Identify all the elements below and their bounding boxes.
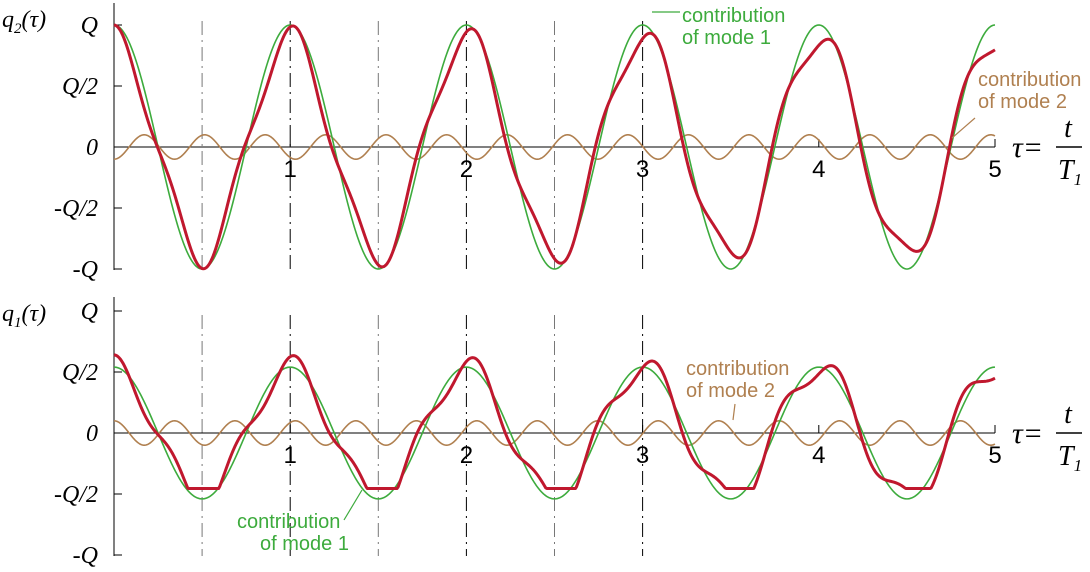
series-total	[113, 353, 996, 491]
y-tick-label: -Q	[73, 543, 98, 569]
annotation-text: contribution	[237, 511, 340, 533]
x-axis-label-den: T1	[1058, 155, 1082, 189]
series-mode1	[113, 366, 996, 500]
y-tick-label: Q	[81, 299, 98, 325]
y-axis-label: q2(τ)	[2, 7, 46, 37]
annotation-text: of mode 2	[978, 91, 1067, 113]
series-mode2	[113, 420, 996, 446]
annotation-text: of mode 2	[686, 380, 775, 402]
x-tick-label: 2	[460, 156, 473, 183]
annotation-leader	[343, 489, 363, 521]
x-tick-label: 3	[636, 156, 649, 183]
x-axis-label-lhs: τ=	[1012, 417, 1043, 450]
y-tick-label: -Q	[73, 257, 98, 283]
x-axis-label-num: t	[1064, 113, 1073, 144]
x-axis-label-lhs: τ=	[1012, 131, 1043, 164]
annotation-text: contribution	[686, 358, 789, 380]
x-tick-label: 1	[284, 442, 297, 469]
annotation-text: contribution	[978, 69, 1081, 91]
panel-q1: QQ/20-Q/2-Q1 2 3 4 5q1(τ)τ=tT1contributionof…	[2, 297, 1082, 569]
y-tick-label: -Q/2	[54, 482, 98, 508]
annotation-text: of mode 1	[682, 27, 771, 49]
series-total	[113, 23, 996, 271]
x-tick-label: 4	[812, 156, 825, 183]
annotation-text: contribution	[682, 5, 785, 27]
y-tick-label: Q/2	[62, 360, 98, 386]
x-tick-label: 4	[812, 442, 825, 469]
x-tick-label: 5	[988, 442, 1001, 469]
annotation-text: of mode 1	[260, 533, 349, 555]
y-tick-label: 0	[86, 421, 98, 447]
y-tick-label: -Q/2	[54, 196, 98, 222]
y-axis-label: q1(τ)	[2, 301, 46, 331]
y-tick-label: 0	[86, 135, 98, 161]
x-axis-label-num: t	[1064, 399, 1073, 430]
x-tick-label: 3	[636, 442, 649, 469]
annotation-leader	[951, 117, 976, 139]
series-mode2	[113, 134, 996, 160]
panel-q2: QQ/20-Q/2-Q1 2 3 4 5q2(τ)τ=tT1contributionof…	[2, 3, 1082, 283]
annotation-leader	[732, 403, 736, 421]
x-tick-label: 5	[988, 156, 1001, 183]
y-tick-label: Q/2	[62, 74, 98, 100]
y-tick-label: Q	[81, 13, 98, 39]
x-axis-label-den: T1	[1058, 441, 1082, 475]
x-tick-label: 1	[284, 156, 297, 183]
x-tick-label: 2	[460, 442, 473, 469]
